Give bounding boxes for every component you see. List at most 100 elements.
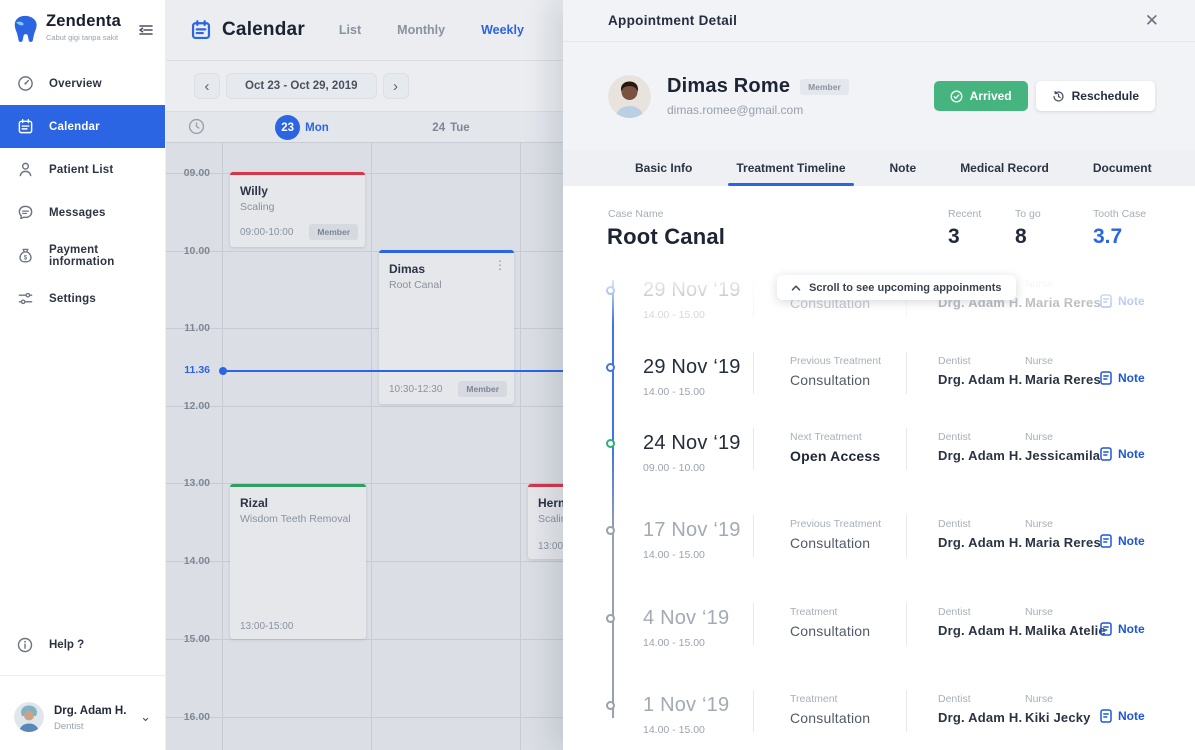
event-treatment: Root Canal [389,279,442,291]
help-button[interactable]: Help ? [0,630,165,660]
tab-medical-record[interactable]: Medical Record [960,161,1049,175]
note-link[interactable]: Note [1100,447,1145,461]
note-link[interactable]: Note [1100,622,1145,636]
member-badge: Member [458,381,507,397]
view-tab-monthly[interactable]: Monthly [397,23,446,37]
grid-line [222,143,223,750]
note-link[interactable]: Note [1100,371,1145,385]
stat-recent: Recent 3 [948,208,982,248]
note-link[interactable]: Note [1100,294,1145,308]
sidebar-item-patient-list[interactable]: Patient List [0,148,165,191]
user-profile[interactable]: Drg. Adam H. Dentist ⌄ [0,701,165,732]
date-range-button[interactable]: Oct 23 - Oct 29, 2019 [226,73,377,99]
sidebar-item-calendar[interactable]: Calendar [0,105,165,148]
tab-treatment-timeline[interactable]: Treatment Timeline [714,150,867,186]
next-week-button[interactable]: › [382,73,409,99]
note-icon [1100,294,1112,308]
view-switcher: List Monthly Weekly [339,23,524,37]
arrived-label: Arrived [969,89,1012,103]
svg-text:$: $ [24,254,28,261]
tab-document[interactable]: Document [1092,161,1152,175]
treatment-timeline[interactable]: 29 Nov ‘19 14.00 - 15.00 Previous Treatm… [563,267,1195,750]
event-time: 10:30-12:30 [389,383,443,395]
timeline-dot [606,363,615,372]
info-icon [17,637,33,653]
time-label: 16.00 [183,711,210,723]
event-time: 09:00-10:00 [240,226,294,238]
brand-tagline: Cabut gigi tanpa sakit [46,33,119,42]
event-treatment: Wisdom Teeth Removal [240,513,351,525]
event-patient-name: Dimas [389,262,426,276]
brand-name: Zendenta [46,12,121,30]
sidebar-item-payment[interactable]: $ Payment information [0,234,165,277]
time-label: 13.00 [183,477,210,489]
day-name: Tue [450,121,470,134]
page-title: Calendar [222,19,305,40]
reschedule-label: Reschedule [1071,89,1139,103]
clock-icon [188,118,205,135]
appointment-detail-panel: Appointment Detail ✕ Dimas Rome Member d… [563,0,1195,750]
patient-icon [19,162,32,177]
sidebar-item-label: Overview [49,77,102,90]
sidebar-item-label: Calendar [49,120,100,133]
patient-summary: Dimas Rome Member dimas.romee@gmail.com … [563,42,1195,150]
sidebar-item-settings[interactable]: Settings [0,277,165,320]
sidebar-item-label: Messages [49,206,106,219]
sidebar-nav: Overview Calendar Patient List Messages … [0,62,165,320]
timeline-row: 29 Nov ‘19 14.00 - 15.00 Previous Treatm… [643,344,1175,408]
day-number: 24 [432,121,446,134]
time-label: 09.00 [183,167,210,179]
tab-basic-info[interactable]: Basic Info [635,161,693,175]
day-column-tue[interactable]: 24 Tue [405,112,497,143]
patient-name: Dimas Rome [667,75,791,97]
day-number: 23 [275,115,301,140]
timeline-dot [606,526,615,535]
sidebar-collapse-icon[interactable] [139,24,153,36]
member-badge: Member [309,224,358,240]
timeline-dot [606,286,615,295]
timeline-row: 1 Nov ‘19 14.00 - 15.00 Treatment Consult… [643,682,1175,746]
event-rizal[interactable]: Rizal Wisdom Teeth Removal 13:00-15:00 [230,484,366,639]
detail-tabs: Basic Info Treatment Timeline Note Medic… [563,150,1195,186]
time-label: 15.00 [183,633,210,645]
grid-line [520,143,521,750]
messages-icon [18,205,33,220]
arrived-button[interactable]: Arrived [933,81,1028,111]
payment-icon: $ [19,248,32,263]
settings-icon [18,292,33,305]
time-label: 10.00 [183,245,210,257]
note-link[interactable]: Note [1100,709,1145,723]
user-role: Dentist [54,721,84,732]
timeline-line [612,280,614,718]
view-tab-weekly[interactable]: Weekly [481,23,524,37]
sidebar-item-overview[interactable]: Overview [0,62,165,105]
panel-header: Appointment Detail ✕ [563,0,1195,42]
reschedule-button[interactable]: Reschedule [1035,81,1155,111]
day-column-mon[interactable]: 23 Mon [256,112,348,143]
tab-note[interactable]: Note [889,161,917,175]
event-patient-name: Rizal [240,496,269,510]
sidebar-item-messages[interactable]: Messages [0,191,165,234]
chevron-down-icon[interactable]: ⌄ [140,708,151,724]
timeline-row: 17 Nov ‘19 14.00 - 15.00 Previous Treatm… [643,507,1175,571]
kebab-menu-icon[interactable]: ⋮ [494,258,506,272]
view-tab-list[interactable]: List [338,23,362,37]
prev-week-button[interactable]: ‹ [194,73,220,99]
calendar-title-icon [191,20,211,40]
event-time: 13:00-15:00 [240,621,294,632]
case-name: Root Canal [607,224,726,249]
event-dimas[interactable]: ⋮ Dimas Root Canal 10:30-12:30 Member [379,250,514,404]
timeline-dot [606,439,615,448]
timeline-row: 4 Nov ‘19 14.00 - 15.00 Treatment Consult… [643,595,1175,659]
time-label: 11.00 [184,322,210,334]
grid-line [371,143,372,750]
current-time-label: 11.36 [184,364,210,376]
timeline-dot [606,701,615,710]
patient-avatar [608,74,651,118]
check-circle-icon [950,90,963,102]
close-icon[interactable]: ✕ [1144,11,1159,30]
note-link[interactable]: Note [1100,534,1145,548]
event-willy[interactable]: Willy Scaling 09:00-10:00 Member [230,172,365,247]
scroll-hint-pill[interactable]: Scroll to see upcoming appoinments [777,275,1016,300]
